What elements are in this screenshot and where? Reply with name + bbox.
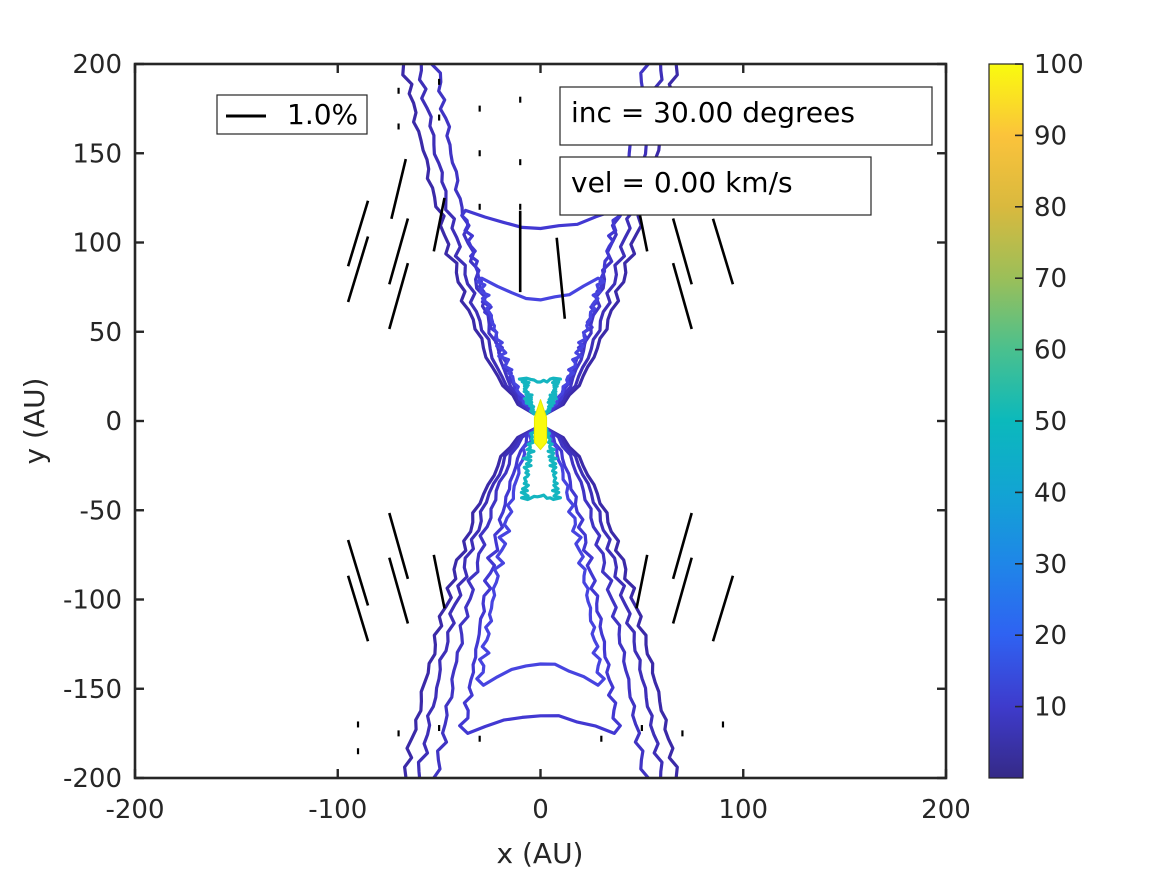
contour-line <box>475 276 606 416</box>
y-tick-label: 100 <box>72 229 122 259</box>
velocity-box <box>559 156 872 216</box>
polarization-vector <box>390 158 408 220</box>
y-tick-label: -100 <box>63 586 122 616</box>
x-tick-label: 0 <box>532 795 549 825</box>
polarization-vector <box>671 262 693 330</box>
legend: 1.0% <box>216 94 368 135</box>
polarization-vector <box>432 554 446 609</box>
polarization-vector <box>388 512 410 580</box>
polarization-vector <box>711 218 735 285</box>
contour-line <box>403 426 679 778</box>
x-tick-label: 200 <box>921 795 971 825</box>
colorbar-tick-label: 80 <box>1034 193 1067 223</box>
contour-line-inner <box>517 376 562 416</box>
y-tick-label: 150 <box>72 139 122 169</box>
legend-label: 1.0% <box>287 98 358 131</box>
x-tick-label: -100 <box>308 795 367 825</box>
polarization-vector <box>346 236 370 303</box>
y-tick-label: -150 <box>63 675 122 705</box>
inclination-box <box>559 86 933 146</box>
contour-core <box>533 399 548 451</box>
polarization-vectors <box>346 78 735 755</box>
polarization-vector <box>388 262 410 330</box>
polarization-vector <box>346 200 370 267</box>
contour-line <box>475 426 606 687</box>
polarization-vector <box>671 512 693 580</box>
polarization-vector <box>346 575 370 642</box>
colorbar-tick-label: 100 <box>1034 50 1084 80</box>
x-axis-ticks: -200 -100 0 100 200 <box>105 64 971 825</box>
colorbar-tick-label: 20 <box>1034 621 1067 651</box>
y-tick-label: 50 <box>89 318 122 348</box>
x-tick-label: 100 <box>718 795 768 825</box>
colorbar-tick-label: 70 <box>1034 264 1067 294</box>
x-tick-label: -200 <box>105 795 164 825</box>
y-tick-label: -50 <box>80 496 122 526</box>
contour-line <box>416 426 664 778</box>
x-axis-title: x (AU) <box>497 837 584 870</box>
contour-line <box>417 64 664 416</box>
inclination-text: inc = 30.00 degrees <box>571 96 855 129</box>
contour-lines <box>401 64 679 778</box>
colorbar-tick-label: 60 <box>1034 336 1067 366</box>
colorbar-tick-label: 10 <box>1034 693 1067 723</box>
y-tick-label: 0 <box>105 407 122 437</box>
inclination-annotation: inc = 30.00 degrees <box>559 86 933 146</box>
contour-line-inner <box>519 426 562 502</box>
colorbar-ticks: 10 20 30 40 50 60 70 80 90 100 <box>1015 50 1084 723</box>
contour-line <box>458 426 622 735</box>
colorbar-tick-label: 30 <box>1034 550 1067 580</box>
polarization-vector <box>432 197 446 252</box>
velocity-text: vel = 0.00 km/s <box>571 166 793 199</box>
polarization-vector <box>671 557 693 624</box>
colorbar-tick-label: 90 <box>1034 121 1067 151</box>
colorbar-tick-label: 40 <box>1034 478 1067 508</box>
polarization-vector <box>346 539 370 606</box>
polarization-vector <box>635 554 649 609</box>
y-tick-label: 200 <box>72 50 122 80</box>
contour-line <box>432 426 650 778</box>
velocity-annotation: vel = 0.00 km/s <box>559 156 872 216</box>
polarization-vector <box>671 218 693 285</box>
polarization-vector <box>388 557 410 624</box>
y-axis-title: y (AU) <box>18 378 51 465</box>
colorbar-tick-label: 50 <box>1034 407 1067 437</box>
y-tick-label: -200 <box>63 764 122 794</box>
y-axis-ticks: -200 -150 -100 -50 0 50 100 150 200 <box>63 50 946 794</box>
polarization-vector <box>388 218 410 285</box>
contour-line <box>401 64 679 416</box>
polarization-vector <box>711 575 735 642</box>
polarization-vector <box>555 237 567 319</box>
